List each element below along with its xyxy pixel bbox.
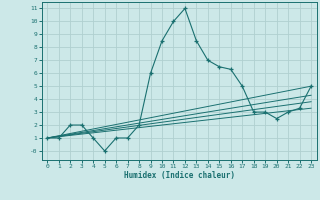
- X-axis label: Humidex (Indice chaleur): Humidex (Indice chaleur): [124, 171, 235, 180]
